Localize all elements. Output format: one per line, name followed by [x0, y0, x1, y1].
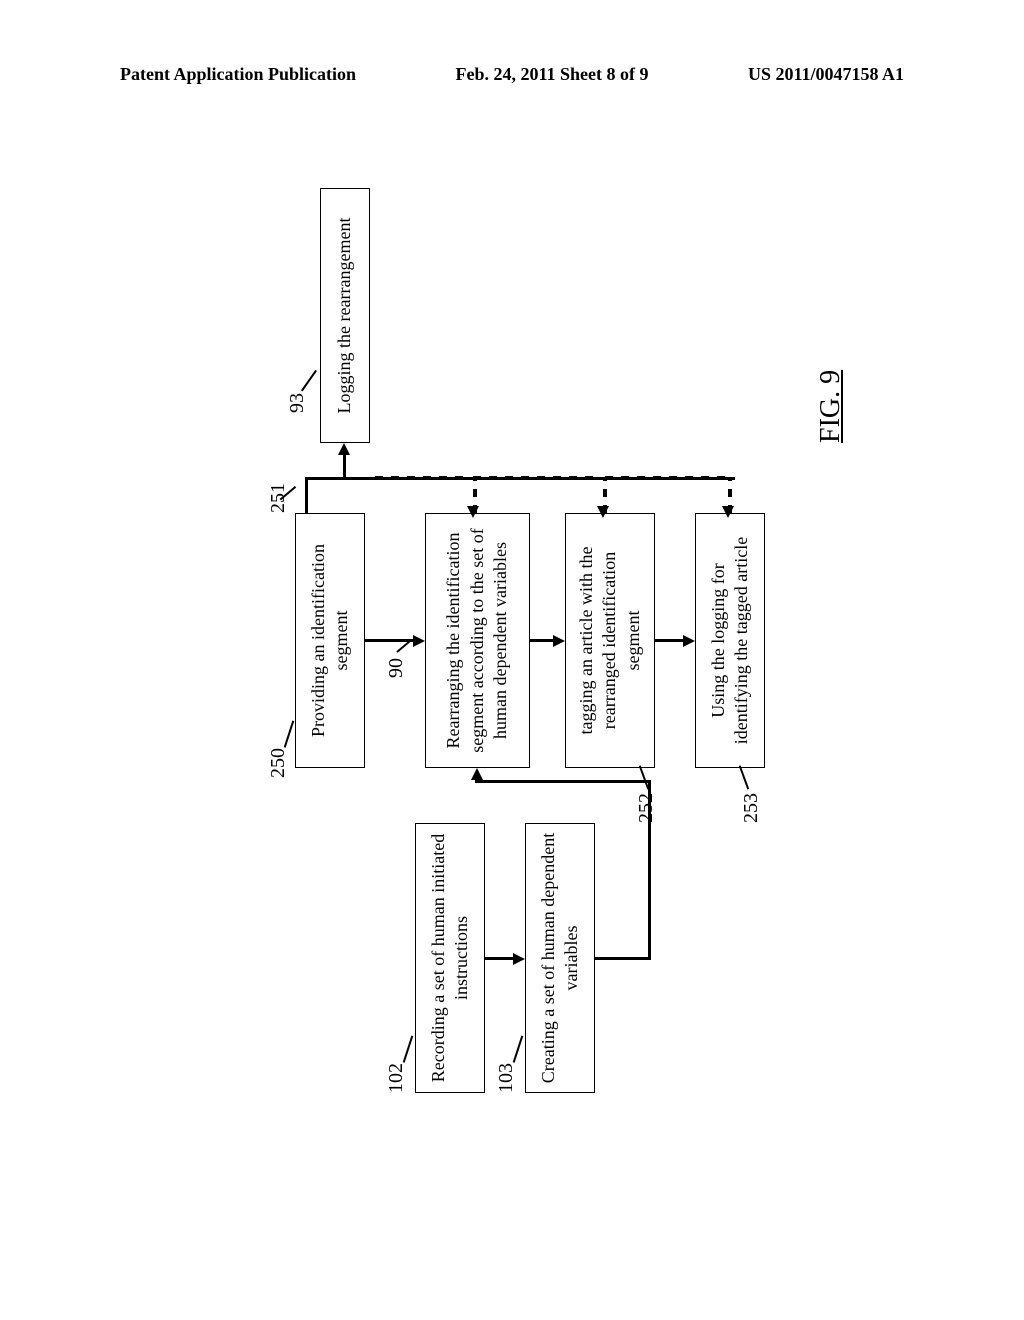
figure-label: FIG. 9 [815, 370, 847, 443]
arrowhead-dash-252 [597, 506, 609, 518]
arrowhead-252-253 [683, 635, 695, 647]
box-251: Rearranging the identification segment a… [425, 513, 530, 768]
box-103-text: Creating a set of human dependent variab… [537, 832, 584, 1084]
arrowhead-dash-251 [467, 506, 479, 518]
leader-102 [403, 1035, 413, 1062]
arrowhead-250-251 [413, 635, 425, 647]
box-251-text: Rearranging the identification segment a… [442, 522, 512, 759]
dash-bus-2 [473, 476, 601, 480]
leader-250 [284, 720, 294, 747]
box-253: Using the logging for identifying the ta… [695, 513, 765, 768]
box-252-text: tagging an article with the rearranged i… [575, 522, 645, 759]
ref-250: 250 [267, 748, 290, 778]
header-center: Feb. 24, 2011 Sheet 8 of 9 [456, 64, 649, 85]
arrowhead-into-93 [338, 443, 350, 455]
ref-102: 102 [385, 1063, 408, 1093]
box-250: Providing an identification segment [295, 513, 365, 768]
box-250-text: Providing an identification segment [307, 522, 354, 759]
flowchart-diagram: Recording a set of human initiated instr… [0, 253, 995, 1033]
box-102-text: Recording a set of human initiated instr… [427, 832, 474, 1084]
ref-253: 253 [740, 793, 763, 823]
box-253-text: Using the logging for identifying the ta… [707, 522, 754, 759]
ref-93: 93 [286, 393, 309, 413]
leader-252 [639, 765, 649, 789]
box-103: Creating a set of human dependent variab… [525, 823, 595, 1093]
arrowhead-251-252 [553, 635, 565, 647]
ref-90: 90 [385, 658, 408, 678]
dash-bus-3 [605, 476, 730, 480]
box-93: Logging the rearrangement [320, 188, 370, 443]
arrowhead-103-251 [471, 768, 483, 780]
arrowhead-dash-253 [722, 506, 734, 518]
arrow-103-251-v2 [475, 780, 651, 783]
ref-103: 103 [495, 1063, 518, 1093]
leader-103 [513, 1035, 523, 1062]
arrow-250-251 [365, 639, 415, 642]
arrow-252-253 [655, 639, 685, 642]
box-252: tagging an article with the rearranged i… [565, 513, 655, 768]
arrow-251-252 [530, 639, 555, 642]
header-left: Patent Application Publication [120, 64, 356, 85]
dash-bus-1 [375, 476, 470, 480]
arrow-into-93 [343, 453, 346, 478]
arrow-102-103 [485, 957, 515, 960]
ref-252: 252 [635, 793, 658, 823]
page-header: Patent Application Publication Feb. 24, … [0, 64, 1024, 85]
box-93-text: Logging the rearrangement [333, 218, 356, 414]
box-102: Recording a set of human initiated instr… [415, 823, 485, 1093]
arrow-250-93-h [305, 478, 308, 513]
leader-253 [739, 765, 749, 789]
arrow-103-251-v [595, 957, 650, 960]
arrowhead-102-103 [513, 953, 525, 965]
leader-93 [301, 370, 317, 391]
header-right: US 2011/0047158 A1 [748, 64, 904, 85]
